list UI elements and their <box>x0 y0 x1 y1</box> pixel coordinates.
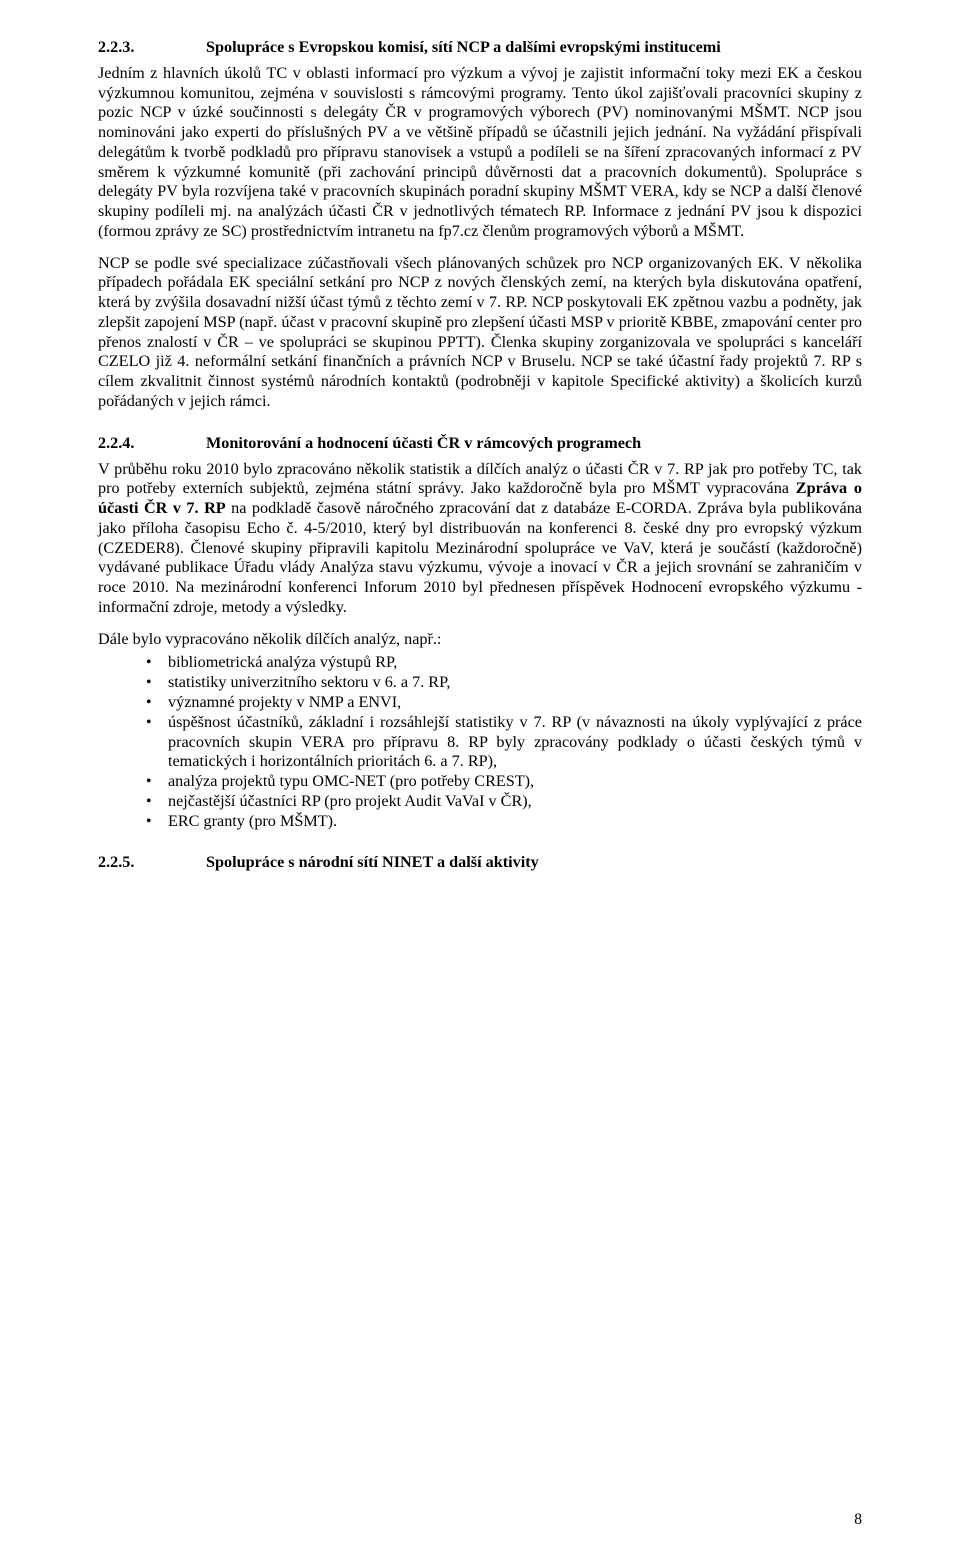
heading-2-2-3: 2.2.3.Spolupráce s Evropskou komisí, sít… <box>154 38 862 58</box>
bullet-list: bibliometrická analýza výstupů RP, stati… <box>98 653 862 831</box>
list-item: úspěšnost účastníků, základní i rozsáhle… <box>168 713 862 772</box>
list-item: statistiky univerzitního sektoru v 6. a … <box>168 673 862 693</box>
document-page: 2.2.3.Spolupráce s Evropskou komisí, sít… <box>0 0 960 1554</box>
list-item: ERC granty (pro MŠMT). <box>168 812 862 832</box>
list-item: nejčastější účastníci RP (pro projekt Au… <box>168 792 862 812</box>
list-item: analýza projektů typu OMC-NET (pro potře… <box>168 772 862 792</box>
list-item: významné projekty v NMP a ENVI, <box>168 693 862 713</box>
heading-number: 2.2.5. <box>154 853 206 873</box>
spacer <box>98 424 862 434</box>
page-number: 8 <box>854 1511 862 1530</box>
paragraph: Dále bylo vypracováno několik dílčích an… <box>98 630 862 650</box>
heading-title: Monitorování a hodnocení účasti ČR v rám… <box>206 434 641 452</box>
heading-number: 2.2.3. <box>154 38 206 58</box>
paragraph: Jedním z hlavních úkolů TC v oblasti inf… <box>98 64 862 242</box>
spacer <box>98 843 862 853</box>
heading-title: Spolupráce s národní sítí NINET a další … <box>206 853 539 871</box>
paragraph: V průběhu roku 2010 bylo zpracováno něko… <box>98 460 862 618</box>
list-item: bibliometrická analýza výstupů RP, <box>168 653 862 673</box>
heading-title: Spolupráce s Evropskou komisí, sítí NCP … <box>206 38 721 56</box>
heading-2-2-5: 2.2.5.Spolupráce s národní sítí NINET a … <box>154 853 862 873</box>
paragraph: NCP se podle své specializace zúčastňova… <box>98 254 862 412</box>
heading-2-2-4: 2.2.4.Monitorování a hodnocení účasti ČR… <box>154 434 862 454</box>
heading-number: 2.2.4. <box>154 434 206 454</box>
text-run: V průběhu roku 2010 bylo zpracováno něko… <box>98 460 862 498</box>
